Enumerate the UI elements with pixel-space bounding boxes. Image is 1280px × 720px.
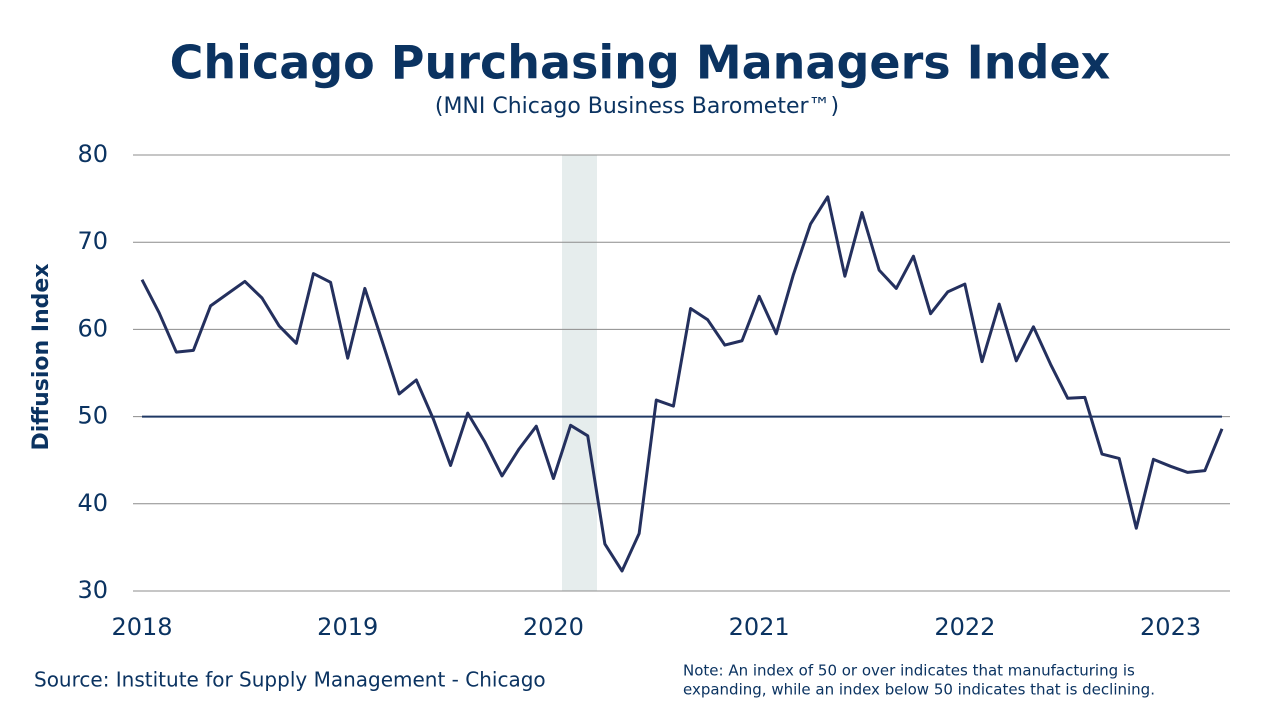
chart-subtitle: (MNI Chicago Business Barometer™)	[435, 94, 839, 119]
x-tick-label: 2018	[111, 613, 172, 641]
y-tick-label: 80	[77, 140, 108, 168]
y-tick-label: 40	[77, 489, 108, 517]
x-tick-label: 2020	[523, 613, 584, 641]
y-tick-label: 70	[77, 227, 108, 255]
source: Source: Institute for Supply Management …	[34, 668, 546, 692]
x-tick-label: 2021	[729, 613, 790, 641]
data-line	[140, 195, 1224, 573]
x-tick-label: 2019	[317, 613, 378, 641]
y-axis-label: Diffusion Index	[29, 263, 54, 450]
note: Note: An index of 50 or over indicates t…	[683, 662, 1135, 680]
x-tick-label: 2022	[934, 613, 995, 641]
y-tick-label: 50	[77, 402, 108, 430]
chart-title: Chicago Purchasing Managers Index	[170, 36, 1111, 90]
x-tick-label: 2023	[1140, 613, 1201, 641]
y-tick-label: 60	[77, 314, 108, 342]
recession-band	[562, 155, 597, 591]
y-tick-label: 30	[77, 576, 108, 604]
note: expanding, while an index below 50 indic…	[683, 681, 1155, 699]
